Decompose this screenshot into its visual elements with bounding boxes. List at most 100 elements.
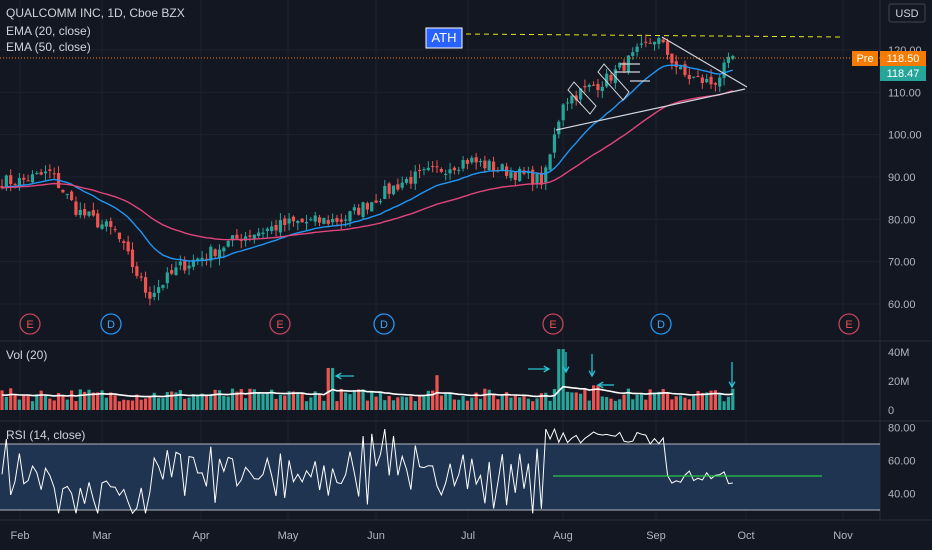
- volume-bar[interactable]: [652, 392, 657, 410]
- volume-bar[interactable]: [344, 392, 348, 410]
- volume-bar[interactable]: [557, 349, 561, 410]
- candle-body[interactable]: [48, 169, 52, 171]
- candle-body[interactable]: [409, 177, 413, 184]
- ema20-legend[interactable]: EMA (20, close): [6, 24, 91, 38]
- volume-bar[interactable]: [444, 393, 448, 410]
- candle-body[interactable]: [104, 221, 108, 227]
- candle-body[interactable]: [74, 201, 78, 215]
- volume-bar[interactable]: [187, 397, 191, 410]
- candle-body[interactable]: [587, 85, 591, 87]
- volume-bar[interactable]: [404, 397, 409, 410]
- volume-bar[interactable]: [391, 400, 396, 410]
- candle-body[interactable]: [139, 276, 143, 278]
- volume-bar[interactable]: [657, 391, 661, 410]
- candle-body[interactable]: [552, 134, 557, 153]
- candle-body[interactable]: [174, 267, 178, 276]
- candle-body[interactable]: [518, 168, 522, 182]
- volume-bar[interactable]: [539, 393, 543, 410]
- volume-bar[interactable]: [9, 388, 13, 410]
- currency-button[interactable]: [888, 3, 926, 23]
- candle-body[interactable]: [426, 167, 430, 171]
- volume-bar[interactable]: [48, 398, 52, 410]
- volume-bar[interactable]: [300, 393, 304, 410]
- candle-body[interactable]: [539, 172, 543, 185]
- candle-body[interactable]: [230, 235, 235, 241]
- candle-body[interactable]: [135, 266, 139, 276]
- volume-bar[interactable]: [518, 397, 522, 410]
- candle-body[interactable]: [300, 218, 304, 223]
- candle-body[interactable]: [700, 77, 704, 84]
- volume-bar[interactable]: [296, 392, 300, 410]
- volume-bar[interactable]: [170, 391, 174, 410]
- volume-bar[interactable]: [83, 391, 87, 410]
- volume-bar[interactable]: [352, 390, 356, 410]
- volume-bar[interactable]: [56, 393, 61, 410]
- candle-body[interactable]: [544, 167, 548, 183]
- candle-body[interactable]: [722, 62, 726, 78]
- candle-body[interactable]: [65, 193, 69, 195]
- candle-body[interactable]: [43, 171, 48, 174]
- volume-bar[interactable]: [122, 399, 126, 410]
- candle-body[interactable]: [270, 226, 274, 232]
- candle-body[interactable]: [326, 220, 330, 224]
- candle-body[interactable]: [705, 78, 709, 83]
- volume-bar[interactable]: [635, 394, 639, 410]
- candle-body[interactable]: [557, 121, 561, 135]
- candle-body[interactable]: [213, 249, 217, 257]
- candle-body[interactable]: [531, 169, 535, 185]
- volume-bar[interactable]: [209, 394, 213, 410]
- candle-body[interactable]: [670, 53, 674, 64]
- candle-body[interactable]: [561, 104, 565, 121]
- candle-body[interactable]: [726, 56, 731, 63]
- candle-body[interactable]: [96, 213, 100, 228]
- volume-bar[interactable]: [474, 392, 478, 410]
- candle-body[interactable]: [461, 160, 465, 169]
- candle-body[interactable]: [391, 185, 396, 195]
- volume-bar[interactable]: [74, 401, 78, 410]
- candle-body[interactable]: [431, 166, 435, 168]
- volume-bar[interactable]: [17, 399, 21, 410]
- volume-bar[interactable]: [35, 394, 39, 410]
- ema50-line[interactable]: [1, 90, 734, 241]
- candle-body[interactable]: [448, 169, 452, 174]
- event-markers[interactable]: E E E ED D D: [19, 313, 860, 335]
- volume-bar[interactable]: [339, 388, 343, 410]
- candle-body[interactable]: [248, 235, 252, 237]
- candle-body[interactable]: [361, 202, 365, 217]
- candle-body[interactable]: [565, 102, 570, 104]
- volume-bar[interactable]: [679, 395, 683, 410]
- volume-bar[interactable]: [361, 389, 365, 410]
- volume-bar[interactable]: [139, 399, 143, 410]
- candle-body[interactable]: [126, 241, 130, 252]
- volume-bar[interactable]: [26, 394, 30, 410]
- candle-body[interactable]: [191, 259, 195, 267]
- volume-bar[interactable]: [374, 396, 378, 410]
- candle-body[interactable]: [631, 52, 635, 56]
- volume-bar[interactable]: [731, 388, 735, 410]
- candle-body[interactable]: [548, 154, 552, 170]
- volume-bar[interactable]: [213, 389, 217, 410]
- ath-badge[interactable]: [425, 27, 463, 49]
- volume-bar[interactable]: [644, 399, 648, 410]
- candle-body[interactable]: [9, 175, 13, 185]
- candle-body[interactable]: [465, 160, 470, 164]
- candle-body[interactable]: [217, 249, 222, 259]
- candle-body[interactable]: [183, 260, 187, 271]
- candle-body[interactable]: [574, 95, 578, 101]
- volume-bar[interactable]: [4, 396, 8, 410]
- volume-bar[interactable]: [600, 396, 604, 410]
- volume-bar[interactable]: [261, 393, 265, 410]
- volume-bar[interactable]: [418, 396, 422, 410]
- earnings-marker[interactable]: [19, 313, 41, 335]
- candle-body[interactable]: [731, 56, 735, 59]
- candle-body[interactable]: [396, 184, 400, 190]
- volume-bar[interactable]: [278, 395, 282, 410]
- drawings[interactable]: [0, 33, 880, 131]
- volume-bar[interactable]: [578, 393, 583, 410]
- earnings-marker[interactable]: [838, 313, 860, 335]
- candle-body[interactable]: [152, 292, 156, 297]
- candle-body[interactable]: [322, 217, 326, 224]
- volume-bar[interactable]: [696, 390, 700, 410]
- volume-bar[interactable]: [535, 398, 539, 410]
- candle-body[interactable]: [665, 40, 670, 55]
